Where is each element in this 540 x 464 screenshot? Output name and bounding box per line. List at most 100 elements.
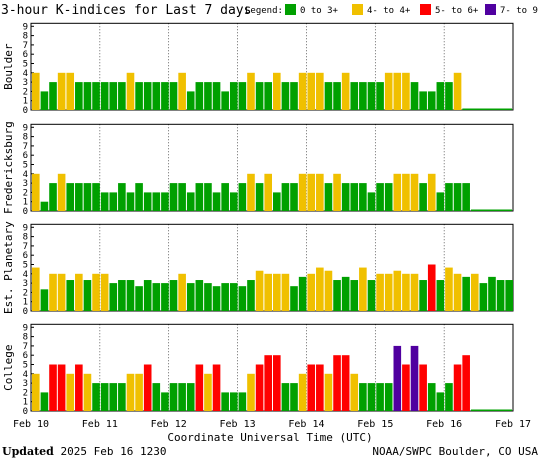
y-tick-label: 5 — [23, 361, 28, 371]
bar — [359, 267, 367, 311]
bar — [186, 91, 195, 110]
bar — [32, 72, 40, 110]
bar — [281, 383, 290, 411]
bar — [152, 192, 161, 211]
bar — [238, 392, 247, 411]
bar — [359, 383, 367, 411]
bar — [333, 173, 341, 211]
bar — [470, 273, 479, 311]
bar — [298, 173, 307, 211]
bar — [49, 183, 57, 211]
bar — [100, 273, 109, 311]
bar — [341, 183, 350, 211]
bar — [384, 273, 393, 311]
bar — [376, 273, 384, 311]
bar — [367, 192, 376, 211]
bar — [66, 183, 75, 211]
legend-label-4-to-4: 4- to 4+ — [367, 6, 411, 16]
y-tick-label: 7 — [23, 342, 28, 352]
bar — [419, 91, 427, 110]
bar — [49, 273, 57, 311]
legend-title: Legend: — [245, 6, 283, 16]
bar — [376, 183, 384, 211]
bar — [100, 82, 109, 110]
y-tick-label: 1 — [23, 298, 28, 308]
y-tick-label: 6 — [23, 151, 28, 161]
bar — [427, 91, 436, 110]
updated-timestamp: 2025 Feb 16 1230 — [61, 445, 167, 458]
bar — [333, 280, 341, 311]
bar — [384, 72, 393, 110]
bar — [161, 283, 169, 311]
y-tick-label: 0 — [23, 307, 28, 317]
bar — [419, 183, 427, 211]
bar — [118, 183, 126, 211]
bar — [169, 183, 178, 211]
x-tick-label: Feb 17 — [495, 419, 531, 430]
bar — [324, 270, 333, 311]
bar — [410, 345, 419, 411]
bar — [445, 82, 453, 110]
bar — [229, 283, 238, 311]
bar — [298, 72, 307, 110]
bar — [83, 183, 92, 211]
bar — [83, 280, 92, 311]
x-tick-label: Feb 16 — [426, 419, 462, 430]
bar — [100, 383, 109, 411]
bar — [229, 392, 238, 411]
y-tick-label: 9 — [23, 223, 28, 233]
bar — [32, 267, 40, 311]
bar — [40, 201, 49, 211]
bar — [333, 355, 341, 411]
bar — [367, 383, 376, 411]
bar — [402, 72, 410, 110]
bar — [57, 72, 66, 110]
y-tick-label: 3 — [23, 279, 28, 289]
bar — [92, 82, 100, 110]
y-tick-label: 4 — [23, 370, 28, 380]
bar — [453, 364, 462, 411]
y-tick-label: 5 — [23, 161, 28, 171]
bar — [247, 280, 255, 311]
legend-swatch-5-to-6 — [420, 4, 431, 15]
x-tick-label: Feb 12 — [151, 419, 187, 430]
bar — [204, 283, 212, 311]
bar — [135, 183, 143, 211]
y-tick-label: 4 — [23, 69, 28, 79]
bar — [436, 280, 445, 311]
bar — [281, 82, 290, 110]
y-tick-label: 6 — [23, 50, 28, 60]
bar — [453, 72, 462, 110]
bar — [445, 383, 453, 411]
bar — [178, 183, 186, 211]
bar — [393, 173, 402, 211]
bar — [109, 383, 118, 411]
y-tick-label: 4 — [23, 170, 28, 180]
bar — [92, 183, 100, 211]
updated-label: Updated 2025 Feb 16 1230 — [2, 445, 166, 458]
bar — [75, 183, 83, 211]
bar — [186, 283, 195, 311]
bar — [161, 82, 169, 110]
bar — [436, 392, 445, 411]
y-tick-label: 1 — [23, 398, 28, 408]
y-tick-label: 9 — [23, 22, 28, 32]
panels: 0123456789Boulder0123456789Fredericksbur… — [2, 22, 514, 417]
bar — [281, 273, 290, 311]
panel-label: Boulder — [2, 43, 15, 90]
bar — [118, 383, 126, 411]
bar — [316, 267, 324, 311]
y-tick-label: 4 — [23, 270, 28, 280]
bar — [453, 273, 462, 311]
bar — [367, 82, 376, 110]
bar — [316, 72, 324, 110]
bar — [384, 383, 393, 411]
bar — [350, 183, 359, 211]
y-tick-label: 3 — [23, 179, 28, 189]
bar — [143, 280, 152, 311]
bar — [462, 355, 470, 411]
